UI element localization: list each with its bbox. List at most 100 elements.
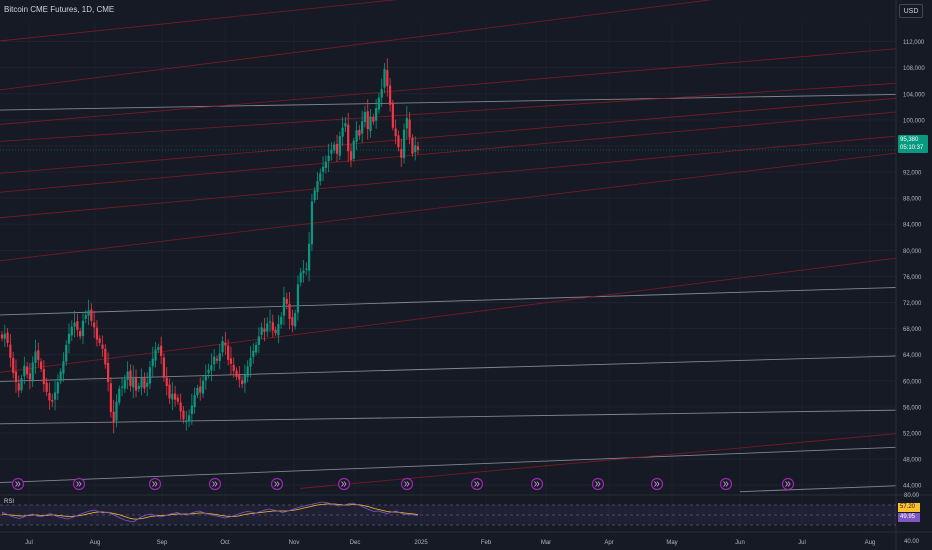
price-tick-label: 64,000: [903, 353, 922, 359]
candle-body: [187, 415, 191, 422]
candle-body: [62, 361, 65, 374]
candle-body: [51, 399, 54, 402]
candle-body: [204, 374, 207, 381]
candle-body: [126, 371, 129, 380]
event-marker-icon[interactable]: [591, 477, 605, 491]
candle-body: [241, 380, 244, 385]
candle-body: [140, 377, 143, 388]
trendline: [0, 409, 897, 425]
rsi-pane: [0, 494, 932, 526]
event-marker-icon[interactable]: [11, 477, 25, 491]
currency-button[interactable]: USD: [899, 4, 923, 18]
time-tick-label: Dec: [350, 540, 361, 546]
rsi-indicator-label[interactable]: RSI: [4, 499, 15, 505]
event-marker-icon[interactable]: [208, 477, 222, 491]
candle-body: [28, 373, 32, 380]
price-axis: 112,000108,000104,000100,00096,00092,000…: [895, 0, 925, 550]
candle-body: [176, 397, 179, 402]
candle-body: [411, 137, 414, 154]
candle-body: [95, 327, 99, 340]
last-price-value: 95,380: [900, 137, 919, 143]
candle-body: [313, 190, 316, 201]
candle-body: [90, 309, 93, 321]
price-tick-label: 108,000: [903, 66, 925, 72]
candle-body: [232, 365, 235, 372]
candle-body: [221, 341, 224, 353]
event-marker-chevrons: [534, 481, 540, 487]
candle-body: [243, 374, 246, 384]
candle-body: [372, 116, 375, 122]
candle-body: [67, 333, 71, 344]
candle-body: [369, 116, 372, 131]
candle-body: [201, 380, 205, 394]
trendline: [739, 485, 897, 493]
candle-body: [115, 401, 118, 421]
candle-body: [341, 127, 344, 137]
event-marker-icon[interactable]: [148, 477, 162, 491]
candle-body: [17, 383, 20, 391]
candle-body: [73, 322, 76, 327]
candle-body: [190, 405, 193, 415]
candle-body: [349, 151, 353, 161]
candle-body: [310, 201, 314, 245]
candle-body: [254, 344, 258, 353]
event-marker-icon[interactable]: [650, 477, 664, 491]
candle-body: [321, 166, 325, 172]
price-tick-label: 80,000: [903, 249, 922, 255]
candle-body: [168, 384, 171, 399]
grid-lines: [0, 22, 896, 530]
candle-body: [157, 346, 160, 350]
time-tick-label: Sep: [157, 540, 168, 546]
candle-body: [227, 345, 230, 360]
price-tick-label: 76,000: [903, 275, 922, 281]
time-tick-label: Jul: [798, 540, 806, 546]
candle-body: [316, 181, 319, 192]
event-marker-chevrons: [15, 481, 21, 487]
candle-body: [380, 89, 383, 98]
price-tick-label: 52,000: [903, 431, 922, 437]
event-marker-icon[interactable]: [270, 477, 284, 491]
candle-body: [106, 362, 110, 383]
candle-body: [355, 130, 358, 142]
event-marker-icon[interactable]: [72, 477, 86, 491]
candle-body: [34, 351, 37, 363]
candle-body: [0, 334, 4, 339]
event-marker-icon[interactable]: [400, 477, 414, 491]
trendline: [0, 111, 897, 193]
event-marker-icon[interactable]: [337, 477, 351, 491]
trendline: [0, 152, 897, 262]
event-marker-icon[interactable]: [719, 477, 733, 491]
time-tick-label: Jul: [25, 540, 33, 546]
candle-body: [42, 369, 45, 385]
event-marker-chevrons: [654, 481, 660, 487]
candle-body: [146, 382, 149, 387]
time-tick-label: Mar: [541, 540, 551, 546]
trendline: [0, 257, 897, 373]
trendline: [0, 355, 897, 382]
candle-body: [277, 324, 280, 336]
event-marker-icon[interactable]: [470, 477, 484, 491]
candle-body: [210, 365, 213, 371]
candle-body: [268, 321, 272, 323]
candle-body: [6, 332, 9, 343]
trendline: [0, 446, 897, 484]
time-tick-label: Aug: [90, 540, 101, 546]
price-tick-label: 72,000: [903, 301, 922, 307]
time-tick-label: May: [666, 540, 677, 546]
time-tick-label: Nov: [289, 540, 300, 546]
event-marker-icon[interactable]: [530, 477, 544, 491]
candle-body: [249, 357, 252, 367]
event-marker-chevrons: [723, 481, 729, 487]
candle-body: [12, 357, 15, 373]
candle-body: [291, 317, 294, 326]
candle-body: [37, 350, 40, 360]
candle-body: [137, 386, 140, 390]
price-tick-label: 104,000: [903, 92, 925, 98]
event-marker-icon[interactable]: [781, 477, 795, 491]
candle-body: [402, 129, 406, 159]
candle-body: [148, 367, 152, 384]
candle-body: [285, 298, 288, 304]
price-tick-label: 88,000: [903, 197, 922, 203]
